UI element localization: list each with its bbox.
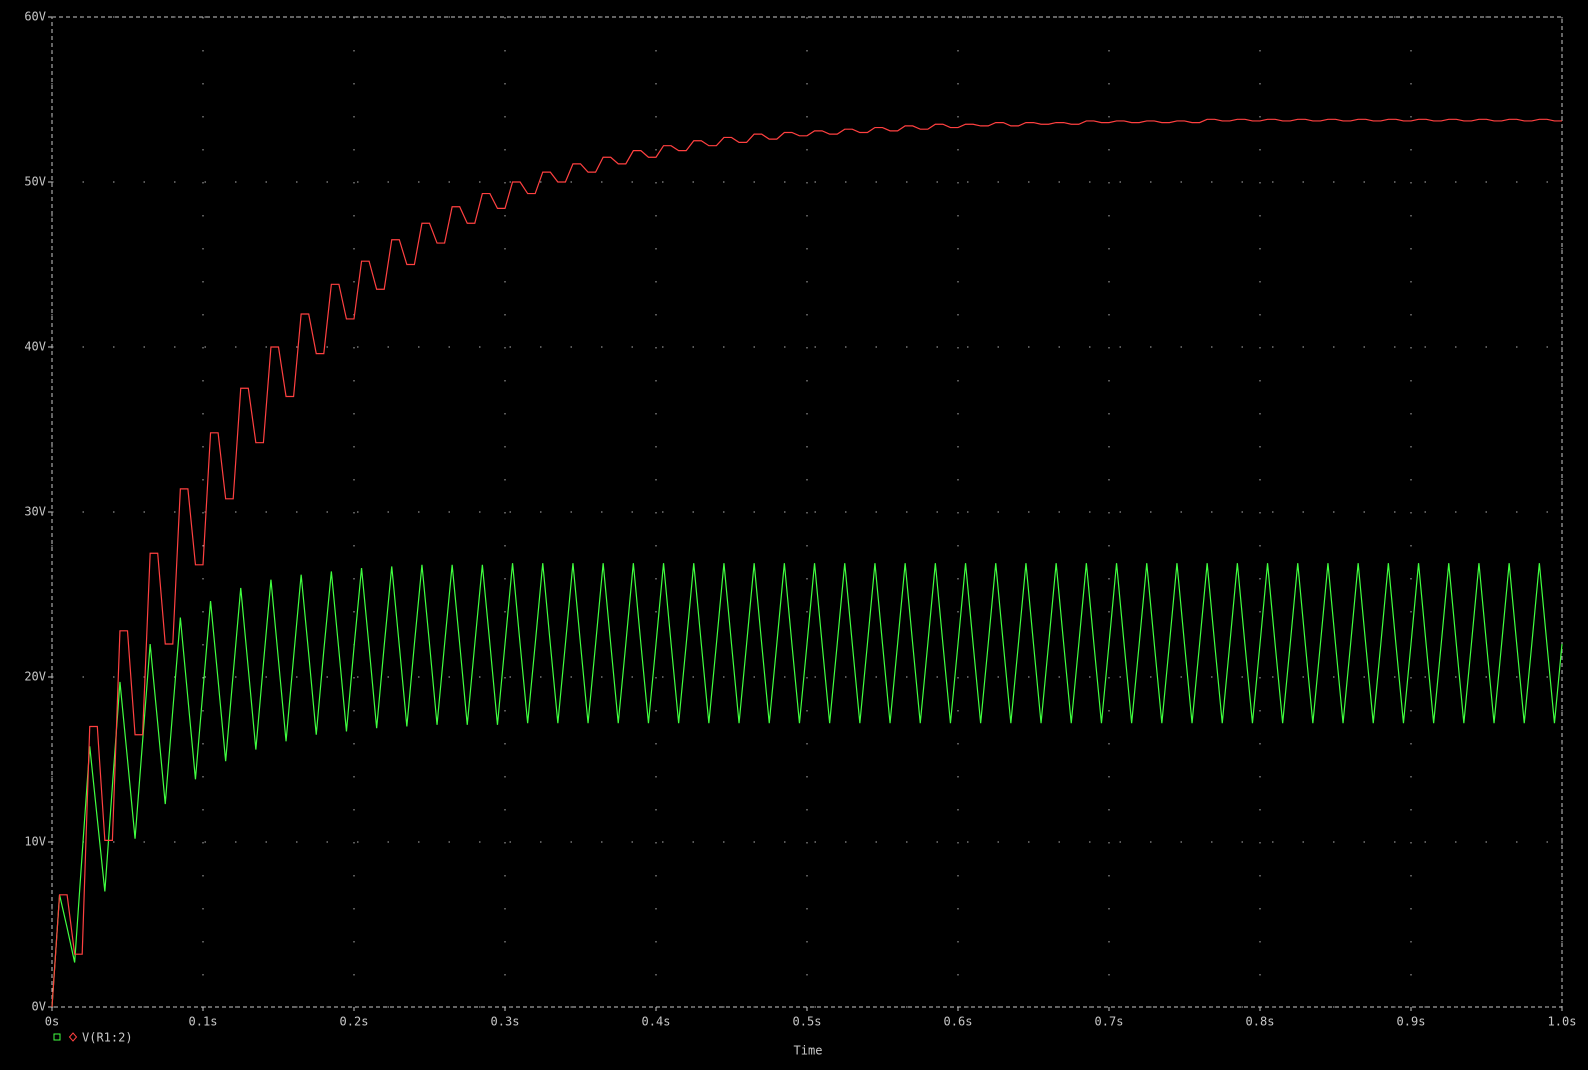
x-tick-label: 0.5s [793, 1015, 822, 1029]
x-tick-label: 0.4s [642, 1015, 671, 1029]
series-line [51, 118, 1562, 1008]
x-tick-label: 0.9s [1397, 1015, 1426, 1029]
x-tick-label: 0.1s [189, 1015, 218, 1029]
x-tick-label: 0.8s [1246, 1015, 1275, 1029]
x-tick-label: 1.0s [1548, 1015, 1577, 1029]
legend-label: V(R1:2) [82, 1031, 133, 1045]
x-tick-label: 0.2s [340, 1015, 369, 1029]
legend-marker [68, 1032, 78, 1042]
series-line [51, 563, 1563, 1008]
x-tick-label: 0.6s [944, 1015, 973, 1029]
y-tick-label: 60V [24, 10, 46, 24]
x-tick-label: 0.7s [1095, 1015, 1124, 1029]
y-tick-label: 30V [24, 505, 46, 519]
x-tick-label: 0.3s [491, 1015, 520, 1029]
legend-marker [53, 1033, 61, 1041]
y-tick-label: 0V [32, 1000, 46, 1014]
y-tick-label: 10V [24, 835, 46, 849]
y-tick-label: 40V [24, 340, 46, 354]
y-tick-label: 50V [24, 175, 46, 189]
x-axis-label: Time [794, 1044, 823, 1058]
y-tick-label: 20V [24, 670, 46, 684]
x-tick-label: 0s [45, 1015, 59, 1029]
